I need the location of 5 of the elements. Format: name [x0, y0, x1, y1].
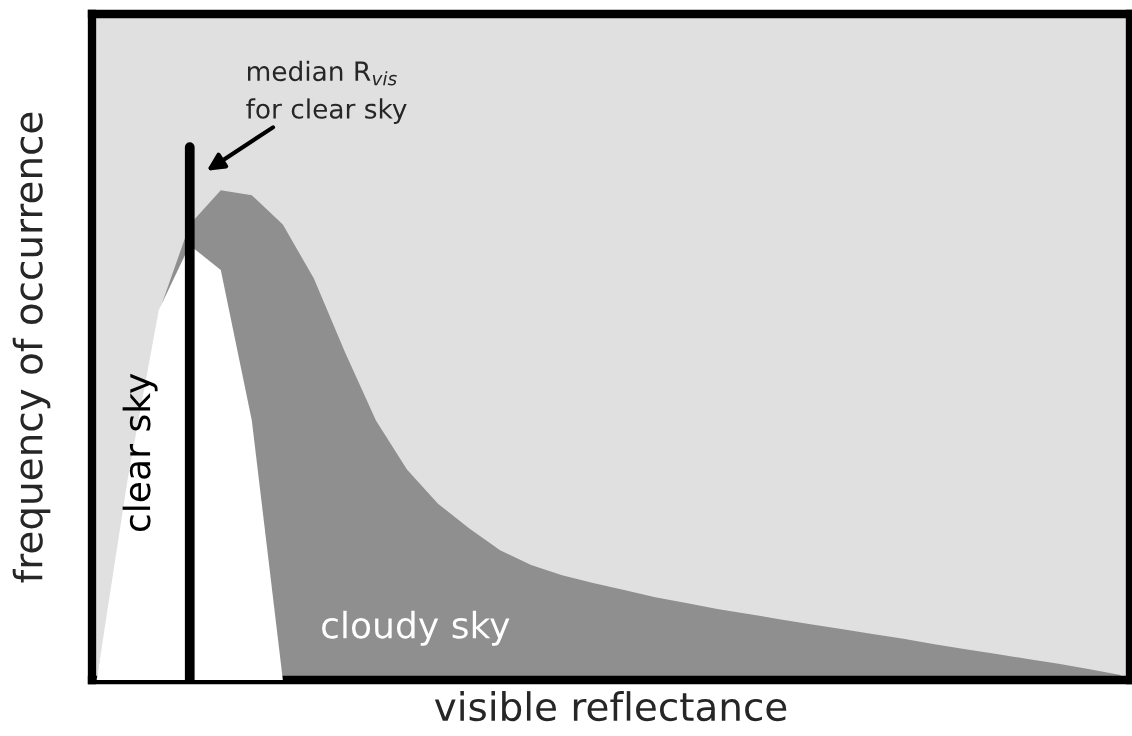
y-axis-title: frequency of occurrence: [12, 112, 51, 583]
series-label: clear sky: [122, 373, 158, 532]
text: median R$_{vis}$ for clear sky: [246, 60, 407, 124]
series-label: cloudy sky: [322, 610, 510, 646]
x-axis-title: visible reflectance: [434, 691, 787, 722]
